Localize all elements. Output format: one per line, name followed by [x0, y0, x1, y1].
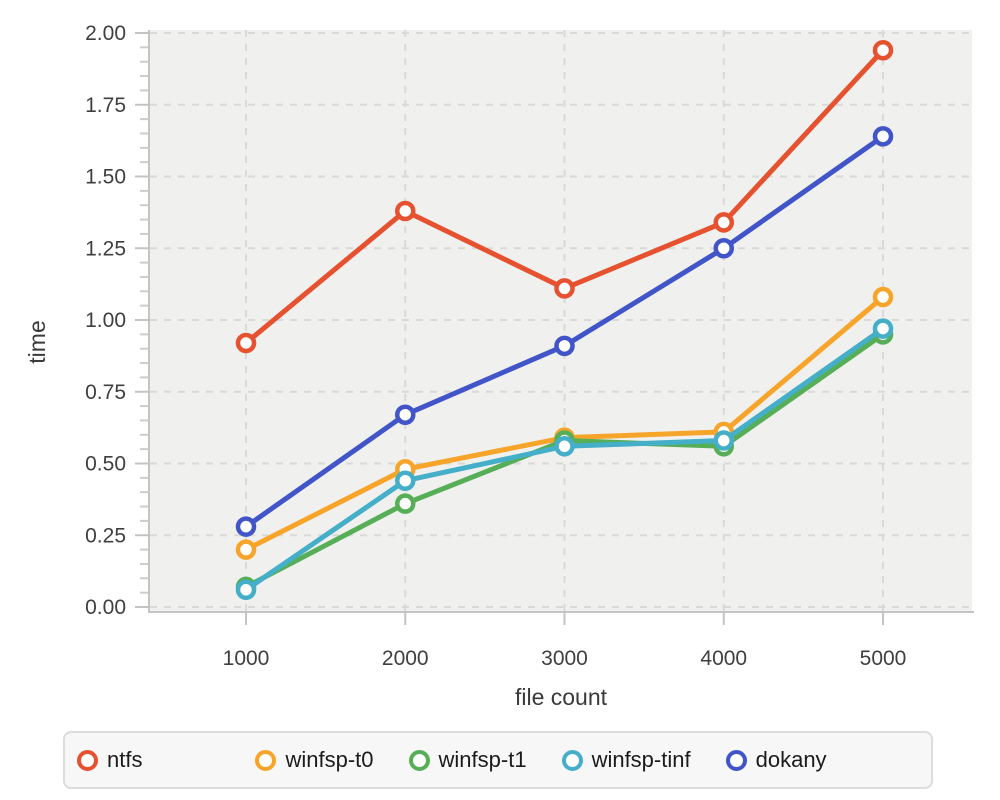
x-tick-label: 2000	[382, 647, 429, 670]
legend-item-winfsp-t1[interactable]: winfsp-t1	[408, 747, 527, 772]
legend-marker-icon	[255, 749, 277, 771]
legend-marker-icon	[408, 749, 430, 771]
legend-label: winfsp-t1	[438, 747, 527, 772]
data-point-winfsp-tinf	[395, 470, 416, 491]
legend-marker-icon	[77, 749, 98, 771]
series-winfsp-tinf	[235, 318, 894, 601]
data-point-ntfs	[554, 278, 575, 299]
data-point-dokany	[872, 126, 894, 147]
y-tick-label: 2.00	[85, 22, 126, 45]
data-point-winfsp-t0	[235, 539, 257, 560]
data-point-winfsp-tinf	[713, 430, 734, 451]
data-point-ntfs	[235, 332, 257, 354]
data-point-winfsp-tinf	[235, 579, 257, 601]
data-point-winfsp-tinf	[554, 436, 575, 457]
legend-label: dokany	[755, 747, 827, 772]
legend-marker-icon	[725, 749, 747, 771]
legend-item-winfsp-tinf[interactable]: winfsp-tinf	[561, 747, 691, 772]
data-point-dokany	[554, 335, 575, 357]
legend-marker-icon	[561, 749, 583, 771]
legend-label: ntfs	[107, 747, 143, 772]
legend-item-dokany[interactable]: dokany	[725, 747, 827, 772]
axes: 0.00 0.25 0.50 0.75 1.00 1.25 1.50 1.75 2.00 1000…	[85, 22, 974, 670]
x-tick-label: 5000	[860, 647, 907, 670]
y-tick-label: 1.00	[85, 309, 126, 332]
legend: ntfs winfsp-t0 winfsp-t1 winfsp-tinf dokany	[63, 731, 933, 789]
x-tick-label: 1000	[223, 647, 270, 670]
plot-area	[150, 30, 972, 611]
x-tick-label: 3000	[541, 647, 588, 670]
line-chart: 0.00 0.25 0.50 0.75 1.00 1.25 1.50 1.75 2.00 1000…	[24, 22, 974, 710]
data-point-ntfs	[872, 39, 894, 61]
y-tick-label: 1.25	[85, 237, 126, 260]
y-tick-label: 1.50	[85, 166, 126, 189]
x-axis-title: file count	[515, 684, 608, 710]
data-point-winfsp-tinf	[872, 318, 894, 339]
y-tick-label: 0.75	[85, 381, 126, 404]
data-point-dokany	[395, 404, 416, 425]
legend-item-winfsp-t0[interactable]: winfsp-t0	[255, 747, 374, 772]
y-tick-label: 0.25	[85, 524, 126, 547]
data-point-dokany	[713, 238, 734, 259]
legend-label: winfsp-tinf	[591, 747, 691, 772]
data-point-ntfs	[395, 200, 416, 222]
data-point-winfsp-t1	[395, 493, 416, 514]
data-point-winfsp-t0	[872, 286, 894, 308]
data-point-ntfs	[713, 212, 734, 233]
legend-label: winfsp-t0	[285, 747, 374, 772]
y-tick-label: 1.75	[85, 94, 126, 117]
legend-item-ntfs[interactable]: ntfs	[77, 749, 142, 771]
y-axis-title: time	[24, 320, 50, 363]
y-tick-label: 0.00	[85, 596, 126, 619]
series-dokany	[235, 126, 894, 537]
data-point-dokany	[235, 516, 257, 537]
series-ntfs	[235, 39, 894, 354]
x-tick-label: 4000	[700, 647, 747, 670]
data-series	[235, 39, 894, 601]
y-tick-label: 0.50	[85, 453, 126, 476]
